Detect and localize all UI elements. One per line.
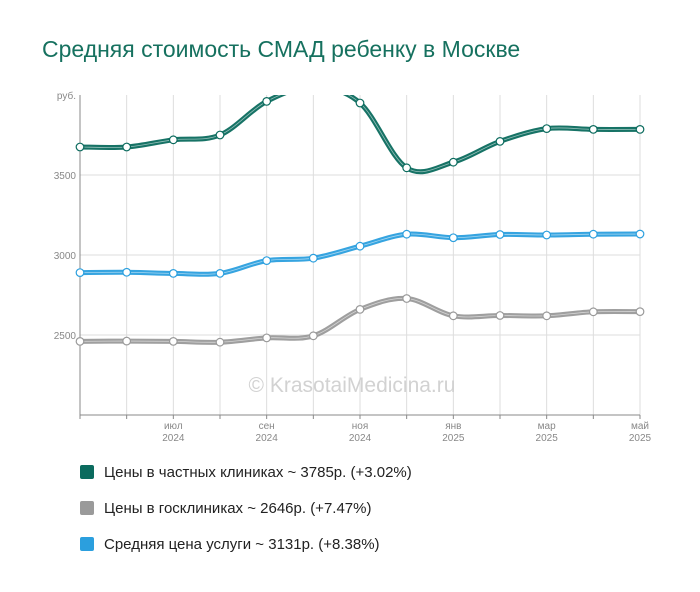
data-point	[75, 142, 85, 152]
data-point	[355, 98, 365, 108]
x-tick-label-year: 2025	[536, 433, 559, 444]
data-point	[122, 267, 132, 277]
data-point	[635, 307, 645, 317]
x-tick-label-year: 2024	[256, 433, 279, 444]
data-point	[215, 337, 225, 347]
x-tick-label-month: мар	[538, 421, 556, 432]
data-point	[448, 157, 458, 167]
data-point	[308, 331, 318, 341]
data-point	[215, 269, 225, 278]
data-point	[75, 268, 85, 278]
legend-swatch-private	[80, 465, 94, 479]
chart-title: Средняя стоимость СМАД ребенку в Москве	[42, 36, 521, 62]
data-point	[355, 305, 365, 314]
axes: 250030003500руб.июл2024сен2024ноя2024янв…	[54, 90, 652, 444]
y-tick-label: 3000	[54, 251, 77, 262]
grid	[79, 95, 641, 415]
x-tick-label-year: 2025	[442, 433, 465, 444]
data-point	[495, 136, 505, 146]
data-point	[122, 336, 132, 346]
data-point	[402, 294, 412, 303]
data-point	[168, 135, 178, 145]
data-point	[402, 229, 412, 239]
data-point	[262, 333, 272, 343]
legend-label-public: Цены в госклиниках ~ 2646р. (+7.47%)	[104, 499, 372, 517]
data-point	[168, 337, 178, 346]
data-point	[542, 124, 552, 134]
data-point	[635, 229, 645, 239]
data-point	[75, 337, 85, 346]
x-tick-label-month: янв	[445, 421, 461, 432]
y-axis-unit-label: руб.	[57, 90, 76, 102]
data-point	[635, 124, 645, 134]
data-point	[588, 307, 598, 317]
legend-item-average[interactable]: Средняя цена услуги ~ 3131р. (+8.38%)	[80, 534, 412, 554]
legend-item-public[interactable]: Цены в госклиниках ~ 2646р. (+7.47%)	[80, 498, 412, 518]
legend-swatch-public	[80, 501, 94, 515]
y-tick-label: 3500	[54, 171, 77, 182]
data-point	[402, 163, 412, 173]
data-point	[542, 311, 552, 321]
data-points	[75, 96, 645, 347]
x-tick-label-year: 2024	[349, 433, 372, 444]
x-tick-label-month: май	[631, 421, 649, 432]
data-point	[122, 142, 132, 152]
y-tick-label: 2500	[54, 331, 77, 342]
data-point	[448, 311, 458, 321]
data-point	[262, 256, 272, 266]
x-tick-label-year: 2024	[162, 433, 185, 444]
legend-label-private: Цены в частных клиниках ~ 3785р. (+3.02%…	[104, 463, 412, 481]
watermark-text: © KrasotaiMedicina.ru	[249, 374, 456, 397]
data-point	[588, 124, 598, 134]
legend: Цены в частных клиниках ~ 3785р. (+3.02%…	[80, 462, 412, 570]
x-tick-label-month: ноя	[352, 421, 369, 432]
data-point	[448, 233, 458, 243]
data-point	[308, 253, 318, 263]
data-point	[542, 230, 552, 240]
legend-item-private[interactable]: Цены в частных клиниках ~ 3785р. (+3.02%…	[80, 462, 412, 482]
x-tick-label-month: сен	[259, 421, 275, 432]
legend-swatch-average	[80, 537, 94, 551]
data-point	[168, 269, 178, 278]
x-tick-label-year: 2025	[629, 433, 652, 444]
data-point	[495, 230, 505, 239]
data-point	[262, 96, 272, 106]
data-point	[495, 311, 505, 320]
data-point	[355, 241, 365, 251]
x-tick-label-month: июл	[164, 421, 183, 432]
data-point	[215, 130, 225, 140]
legend-label-average: Средняя цена услуги ~ 3131р. (+8.38%)	[104, 535, 380, 553]
data-point	[588, 229, 598, 239]
